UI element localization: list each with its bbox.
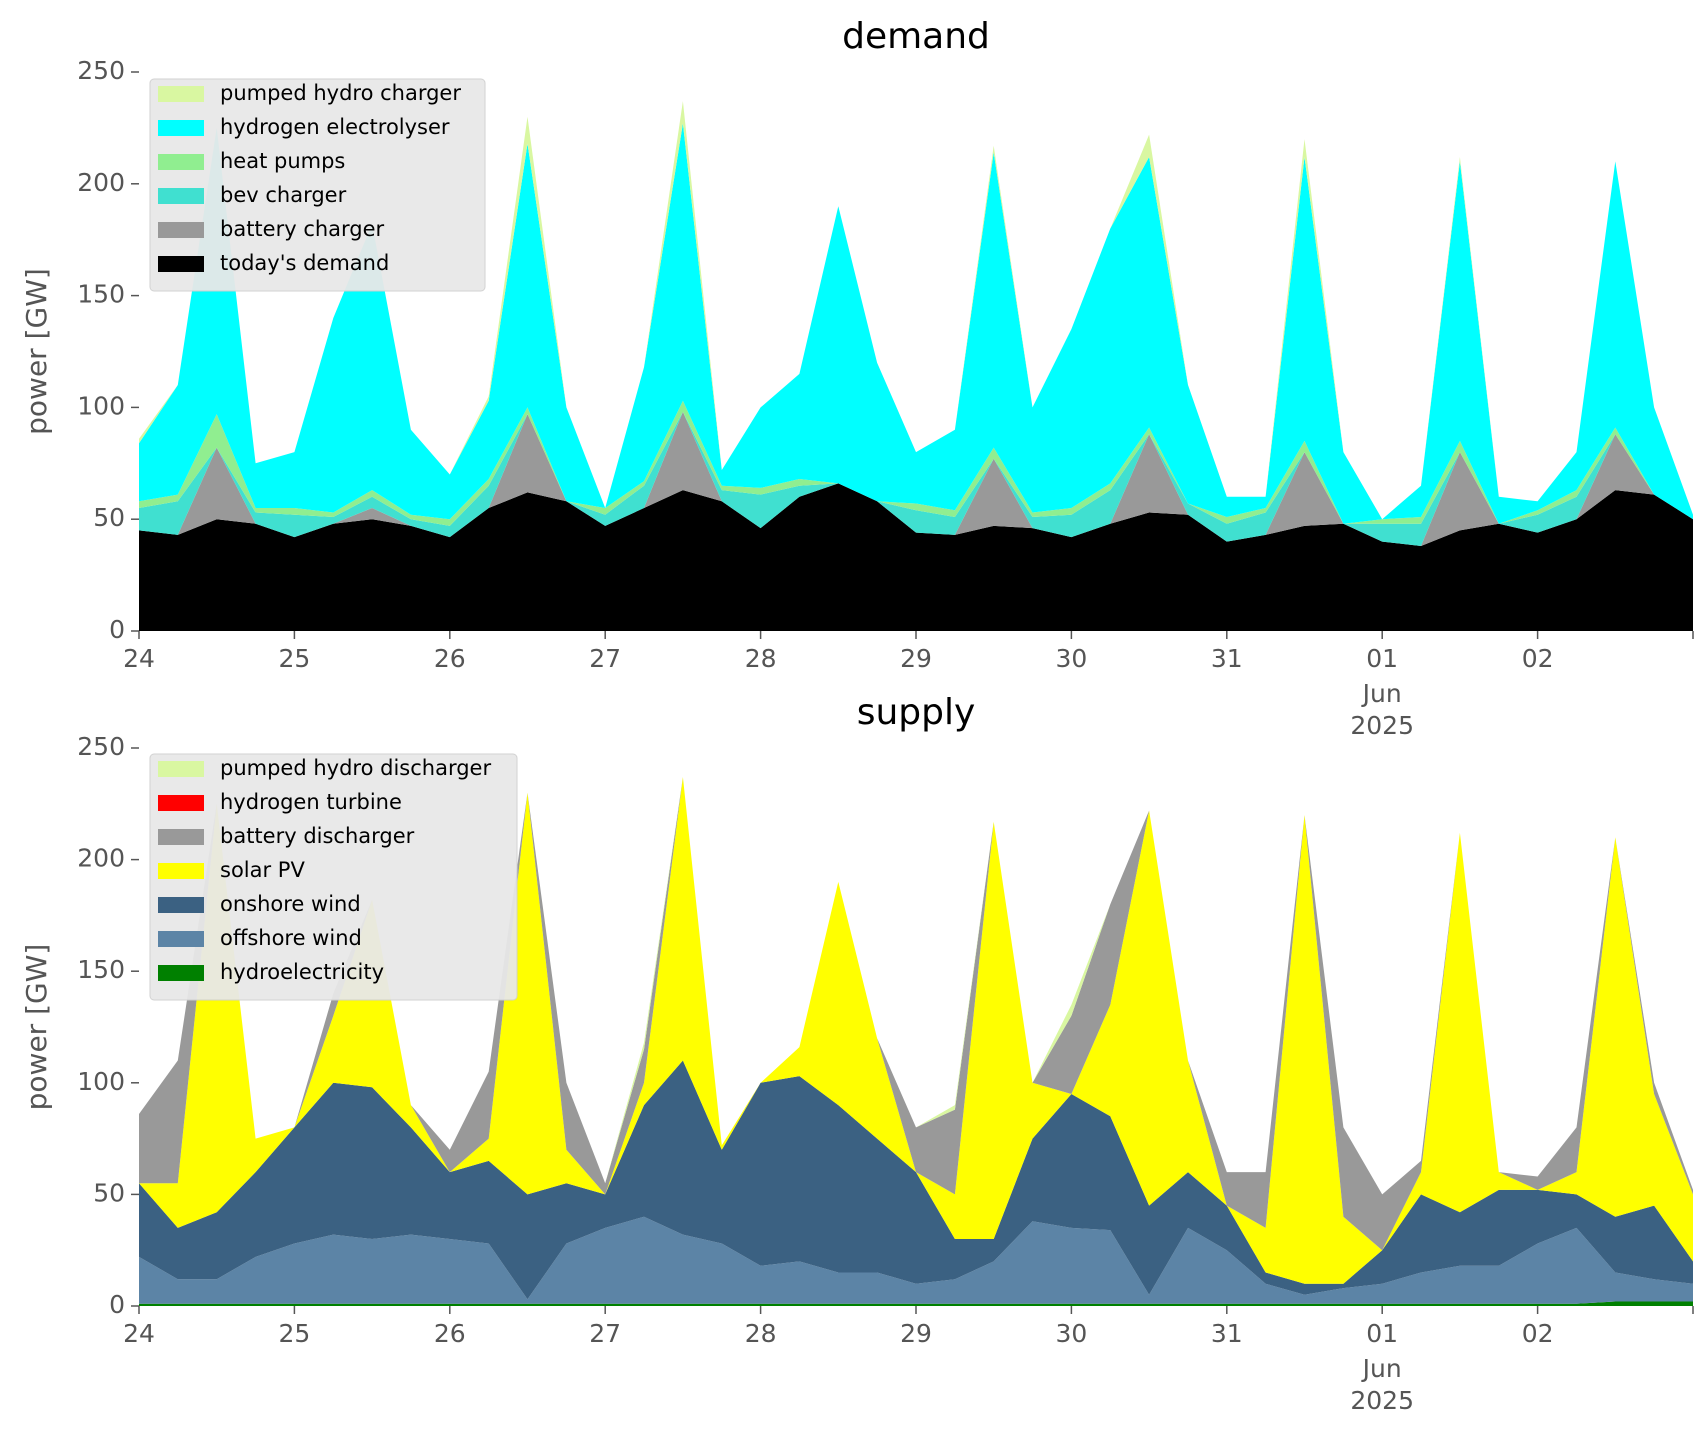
y-tick-label: 250	[77, 56, 125, 85]
area	[139, 1301, 1693, 1306]
x-tick-label: 30	[1055, 644, 1087, 673]
y-tick-label: 250	[77, 732, 125, 761]
area	[139, 777, 1693, 1251]
legend-swatch	[158, 829, 204, 845]
legend-swatch	[158, 897, 204, 913]
legend-label: offshore wind	[220, 926, 362, 950]
area	[139, 400, 1693, 526]
x-tick-label: 26	[434, 644, 466, 673]
y-tick-label: 150	[77, 280, 125, 309]
legend-swatch	[158, 256, 204, 272]
legend-swatch	[158, 154, 204, 170]
legend-swatch	[158, 86, 204, 102]
y-tick-label: 200	[77, 844, 125, 873]
x-tick-label: 27	[589, 1319, 621, 1348]
legend-swatch	[158, 761, 204, 777]
x-tick-label: 02	[1522, 644, 1554, 673]
x-tick-label: 02	[1522, 1319, 1554, 1348]
y-axis-label: power [GW]	[20, 944, 53, 1111]
x-tick-label: 25	[278, 644, 310, 673]
y-tick-label: 50	[93, 503, 125, 532]
area	[139, 411, 1693, 546]
legend-swatch	[158, 222, 204, 238]
y-tick-label: 200	[77, 168, 125, 197]
x-tick-label: 29	[900, 644, 932, 673]
x-tick-label: 24	[123, 1319, 155, 1348]
legend-label: onshore wind	[220, 892, 361, 916]
legend-swatch	[158, 863, 204, 879]
x-tick-label: 30	[1055, 1319, 1087, 1348]
y-tick-label: 0	[109, 1290, 125, 1319]
date-offset: 2025	[1350, 1386, 1414, 1415]
date-offset: Jun	[1361, 1354, 1402, 1383]
y-tick-label: 0	[109, 615, 125, 644]
x-tick-label: 25	[278, 1319, 310, 1348]
y-axis-label: power [GW]	[20, 268, 53, 435]
x-tick-label: 28	[745, 644, 777, 673]
legend-box	[149, 78, 486, 292]
x-tick-label: 29	[900, 1319, 932, 1348]
legend-swatch	[158, 965, 204, 981]
area	[139, 1216, 1693, 1304]
legend-label: pumped hydro discharger	[220, 756, 491, 780]
y-tick-label: 50	[93, 1178, 125, 1207]
legend-label: solar PV	[220, 858, 305, 882]
legend-swatch	[158, 188, 204, 204]
y-tick-label: 150	[77, 955, 125, 984]
legend-label: hydrogen turbine	[220, 790, 402, 814]
area	[139, 1060, 1693, 1300]
date-offset: 2025	[1350, 711, 1414, 740]
area	[139, 777, 1693, 1284]
legend-box	[149, 753, 518, 1001]
legend-label: pumped hydro charger	[220, 81, 461, 105]
legend-label: hydrogen electrolyser	[220, 115, 450, 139]
chart-title: demand	[842, 16, 990, 57]
y-tick-label: 100	[77, 1067, 125, 1096]
x-tick-label: 01	[1366, 644, 1398, 673]
x-tick-label: 01	[1366, 1319, 1398, 1348]
y-tick-label: 100	[77, 391, 125, 420]
area	[139, 123, 1693, 524]
x-tick-label: 26	[434, 1319, 466, 1348]
chart-title: supply	[857, 692, 976, 733]
area	[139, 483, 1693, 631]
x-tick-label: 27	[589, 644, 621, 673]
legend-label: bev charger	[220, 183, 347, 207]
legend-swatch	[158, 795, 204, 811]
legend-label: battery discharger	[220, 824, 415, 848]
legend-label: battery charger	[220, 217, 385, 241]
legend-label: today's demand	[220, 251, 389, 275]
legend-label: hydroelectricity	[220, 960, 384, 984]
x-tick-label: 28	[745, 1319, 777, 1348]
legend-swatch	[158, 931, 204, 947]
date-offset: Jun	[1361, 679, 1402, 708]
area	[139, 411, 1693, 546]
x-tick-label: 31	[1211, 644, 1243, 673]
legend-swatch	[158, 120, 204, 136]
x-tick-label: 24	[123, 644, 155, 673]
x-tick-label: 31	[1211, 1319, 1243, 1348]
legend-label: heat pumps	[220, 149, 345, 173]
